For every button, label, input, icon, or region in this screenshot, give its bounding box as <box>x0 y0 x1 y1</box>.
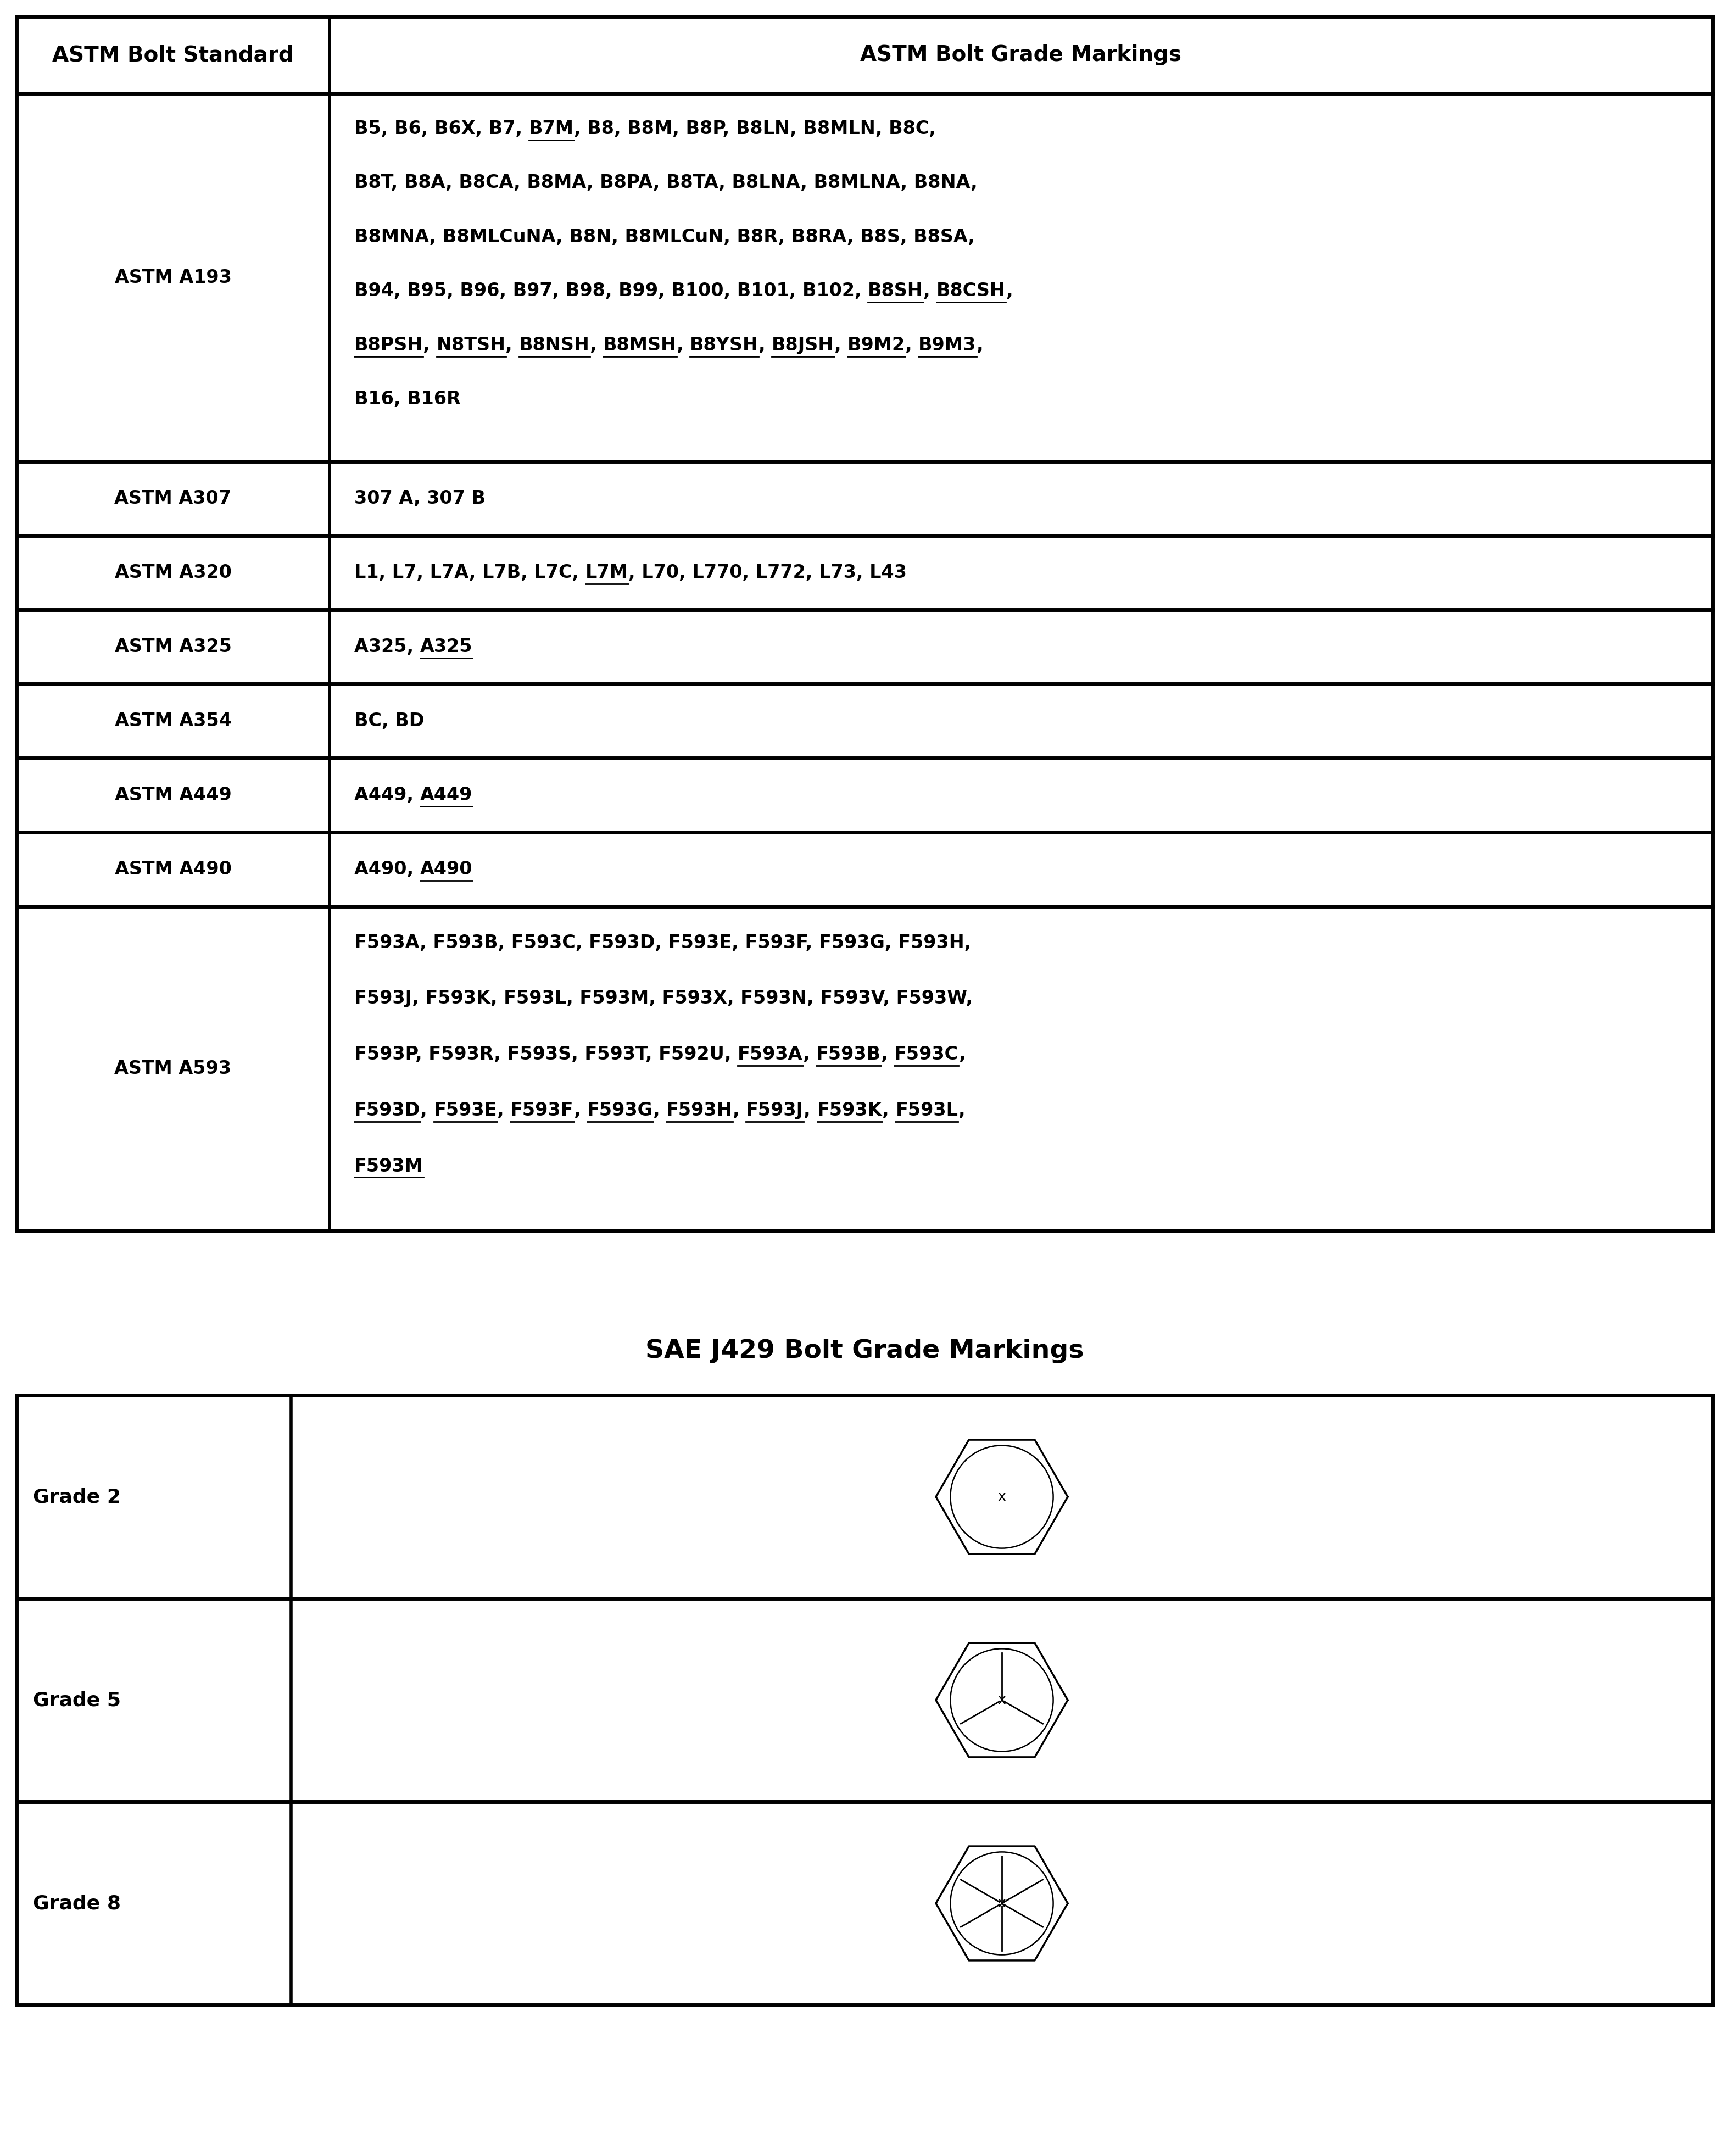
Text: ,: , <box>654 1102 666 1119</box>
Text: ,: , <box>958 1046 965 1063</box>
Text: F593D: F593D <box>354 1102 420 1119</box>
Text: L7M: L7M <box>586 563 628 582</box>
Text: x: x <box>998 1692 1006 1708</box>
Text: ,: , <box>424 336 436 354</box>
Text: A325: A325 <box>420 638 472 655</box>
Text: Grade 5: Grade 5 <box>33 1690 121 1710</box>
Text: ,: , <box>833 336 847 354</box>
Text: ASTM A593: ASTM A593 <box>114 1059 232 1078</box>
Text: B8MNA, B8MLCuNA, B8N, B8MLCuN, B8R, B8RA, B8S, B8SA,: B8MNA, B8MLCuNA, B8N, B8MLCuN, B8R, B8RA… <box>354 229 975 246</box>
Text: ,: , <box>1006 282 1013 300</box>
Text: , L70, L770, L772, L73, L43: , L70, L770, L772, L73, L43 <box>628 563 906 582</box>
Text: ,: , <box>804 1102 818 1119</box>
Text: ASTM A320: ASTM A320 <box>114 563 232 582</box>
Text: Grade 8: Grade 8 <box>33 1893 121 1912</box>
Text: ,: , <box>574 1102 588 1119</box>
Text: ,: , <box>759 336 771 354</box>
Text: F593L: F593L <box>896 1102 958 1119</box>
Text: B7M: B7M <box>529 119 574 138</box>
Text: ASTM A354: ASTM A354 <box>114 711 232 731</box>
Text: F593K: F593K <box>818 1102 882 1119</box>
Text: A449: A449 <box>420 787 472 804</box>
Text: F593B: F593B <box>816 1046 882 1063</box>
Text: B8CSH: B8CSH <box>937 282 1006 300</box>
Text: ,: , <box>802 1046 816 1063</box>
Text: ,: , <box>505 336 519 354</box>
Text: x: x <box>998 1897 1006 1910</box>
Text: ASTM A307: ASTM A307 <box>114 489 232 507</box>
Text: ASTM Bolt Standard: ASTM Bolt Standard <box>52 45 294 65</box>
Text: B9M2: B9M2 <box>847 336 906 354</box>
Text: B5, B6, B6X, B7,: B5, B6, B6X, B7, <box>354 119 529 138</box>
Text: F593G: F593G <box>588 1102 654 1119</box>
Text: F593E: F593E <box>434 1102 498 1119</box>
Text: A325,: A325, <box>354 638 420 655</box>
Text: ,: , <box>958 1102 965 1119</box>
Text: B8YSH: B8YSH <box>690 336 759 354</box>
Text: ,: , <box>498 1102 510 1119</box>
Text: F593M: F593M <box>354 1158 424 1175</box>
Text: x: x <box>998 1490 1006 1503</box>
Text: F593H: F593H <box>666 1102 733 1119</box>
Text: F593F: F593F <box>510 1102 574 1119</box>
Text: B8SH: B8SH <box>868 282 923 300</box>
Text: ,: , <box>906 336 918 354</box>
Text: A490: A490 <box>420 860 472 877</box>
Text: , B8, B8M, B8P, B8LN, B8MLN, B8C,: , B8, B8M, B8P, B8LN, B8MLN, B8C, <box>574 119 935 138</box>
Text: 307 A, 307 B: 307 A, 307 B <box>354 489 486 507</box>
Text: B8JSH: B8JSH <box>771 336 833 354</box>
Text: B8PSH: B8PSH <box>354 336 424 354</box>
Text: F593J, F593K, F593L, F593M, F593X, F593N, F593V, F593W,: F593J, F593K, F593L, F593M, F593X, F593N… <box>354 990 973 1007</box>
Text: ,: , <box>882 1046 894 1063</box>
Text: N8TSH: N8TSH <box>436 336 505 354</box>
Text: B9M3: B9M3 <box>918 336 977 354</box>
Text: B8MSH: B8MSH <box>603 336 676 354</box>
Text: ,: , <box>923 282 937 300</box>
Text: ,: , <box>590 336 603 354</box>
Text: ASTM A490: ASTM A490 <box>114 860 232 877</box>
Text: A449,: A449, <box>354 787 420 804</box>
Text: F593C: F593C <box>894 1046 958 1063</box>
Text: B16, B16R: B16, B16R <box>354 390 460 407</box>
Text: ,: , <box>420 1102 434 1119</box>
Text: ,: , <box>882 1102 896 1119</box>
Text: A490,: A490, <box>354 860 420 877</box>
Text: F593A, F593B, F593C, F593D, F593E, F593F, F593G, F593H,: F593A, F593B, F593C, F593D, F593E, F593F… <box>354 934 972 951</box>
Text: ,: , <box>676 336 690 354</box>
Text: ASTM A325: ASTM A325 <box>114 638 232 655</box>
Text: F593P, F593R, F593S, F593T, F592U,: F593P, F593R, F593S, F593T, F592U, <box>354 1046 738 1063</box>
Text: ASTM A193: ASTM A193 <box>114 267 232 287</box>
Text: ASTM Bolt Grade Markings: ASTM Bolt Grade Markings <box>861 45 1181 65</box>
Text: ,: , <box>733 1102 745 1119</box>
Text: BC, BD: BC, BD <box>354 711 424 731</box>
Text: ASTM A449: ASTM A449 <box>114 787 232 804</box>
Text: L1, L7, L7A, L7B, L7C,: L1, L7, L7A, L7B, L7C, <box>354 563 586 582</box>
Text: B8T, B8A, B8CA, B8MA, B8PA, B8TA, B8LNA, B8MLNA, B8NA,: B8T, B8A, B8CA, B8MA, B8PA, B8TA, B8LNA,… <box>354 175 977 192</box>
Text: B94, B95, B96, B97, B98, B99, B100, B101, B102,: B94, B95, B96, B97, B98, B99, B100, B101… <box>354 282 868 300</box>
Text: ,: , <box>977 336 984 354</box>
Text: F593J: F593J <box>745 1102 804 1119</box>
Text: F593A: F593A <box>738 1046 802 1063</box>
Text: SAE J429 Bolt Grade Markings: SAE J429 Bolt Grade Markings <box>645 1339 1084 1363</box>
Text: B8NSH: B8NSH <box>519 336 590 354</box>
Text: Grade 2: Grade 2 <box>33 1488 121 1507</box>
